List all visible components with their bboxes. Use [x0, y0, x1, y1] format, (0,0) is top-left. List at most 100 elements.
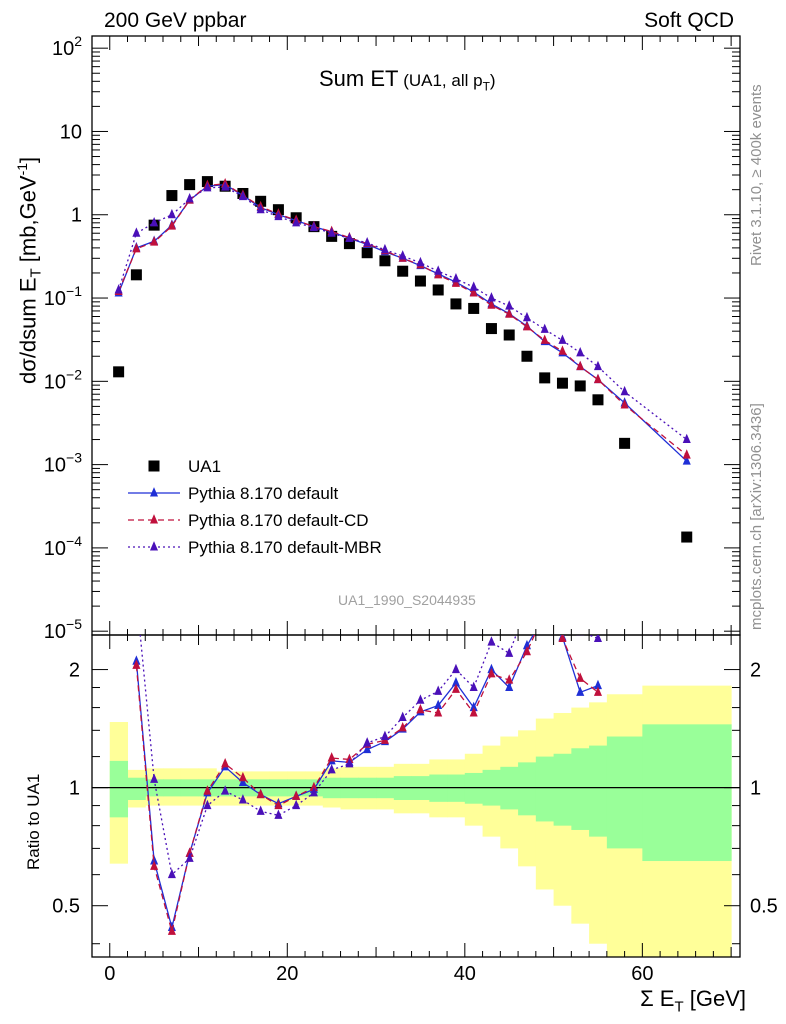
- ratio-y-tick-label-right: 1: [750, 778, 761, 800]
- y-tick-base: 10: [52, 38, 74, 60]
- ratio-point: [345, 757, 354, 768]
- legend-label: Pythia 8.170 default: [188, 484, 339, 503]
- x-tick-label: 60: [631, 963, 653, 985]
- ratio-point: [576, 672, 585, 682]
- y-tick-base: 10: [44, 455, 66, 477]
- data-point-mc: [309, 221, 318, 232]
- data-point-mc: [593, 360, 603, 371]
- ratio-point: [150, 773, 159, 783]
- data-point-ua1: [592, 394, 604, 406]
- y-tick-base: 10: [44, 621, 66, 643]
- x-axis-label: Σ ET [GeV]: [640, 986, 746, 1015]
- data-point-ua1: [619, 437, 631, 449]
- series-1: [114, 178, 691, 465]
- data-point-mc: [150, 236, 159, 246]
- ratio-y-tick-label-right: 2: [750, 660, 761, 682]
- ratio-point: [576, 635, 585, 636]
- legend-marker: [149, 514, 159, 524]
- data-point-mc: [558, 334, 567, 344]
- y-tick-base: 10: [44, 288, 66, 310]
- ratio-point: [434, 707, 443, 717]
- x-tick-label: 0: [104, 963, 115, 985]
- data-point-ua1: [503, 329, 515, 341]
- ratio-point: [593, 679, 603, 690]
- x-tick-label: 20: [276, 963, 298, 985]
- uncertainty-bands: [109, 685, 732, 957]
- ratio-point: [398, 722, 407, 732]
- ratio-point: [203, 799, 212, 810]
- ratio-y-tick-label-left: 2: [69, 660, 80, 682]
- ratio-point: [469, 681, 478, 692]
- series-3: [114, 181, 691, 444]
- inner-band: [606, 736, 643, 849]
- data-point-mc: [185, 193, 194, 203]
- data-point-mc: [576, 360, 585, 371]
- ratio-point: [469, 707, 478, 717]
- ratio-point: [380, 730, 389, 741]
- ratio-point: [522, 645, 531, 656]
- data-point-ua1: [556, 377, 568, 389]
- inner-band: [464, 772, 484, 804]
- ratio-point: [221, 785, 230, 795]
- data-point-ua1: [397, 265, 409, 277]
- plot-title-main: Sum ET: [319, 66, 399, 91]
- data-point-mc: [469, 287, 478, 297]
- ratio-point: [274, 799, 283, 810]
- y-tick-exponent: 2: [74, 33, 82, 49]
- inner-band: [535, 756, 555, 822]
- header-category-label: Soft QCD: [644, 9, 734, 32]
- ratio-point: [221, 757, 230, 768]
- ratio-point: [487, 636, 496, 646]
- data-point-ua1: [450, 298, 462, 310]
- data-point-mc: [505, 300, 514, 310]
- x-label-text: Σ E: [640, 986, 675, 1011]
- ratio-y-tick-label-left: 1: [69, 778, 80, 800]
- ratio-point: [132, 589, 140, 598]
- data-point-mc: [540, 334, 549, 344]
- data-point-ua1: [130, 269, 142, 281]
- data-point-mc: [451, 272, 460, 283]
- data-point-mc: [505, 308, 514, 318]
- data-point-mc: [345, 232, 354, 242]
- data-point-mc: [522, 311, 531, 322]
- data-point-ua1: [184, 179, 196, 191]
- plot-title-suffix-sub: T: [482, 79, 490, 94]
- y-tick-exponent: −5: [66, 616, 82, 632]
- y-tick-base: 10: [44, 538, 66, 560]
- data-point-ua1: [574, 380, 586, 392]
- data-point-mc: [203, 182, 212, 192]
- data-point-ua1: [485, 323, 497, 335]
- data-point-mc: [593, 373, 603, 384]
- ratio-point: [541, 554, 549, 563]
- ratio-point: [469, 701, 478, 712]
- ratio-point: [451, 676, 460, 687]
- y-tick-exponent: −4: [66, 533, 82, 549]
- header-energy-label: 200 GeV ppbar: [104, 9, 247, 32]
- ratio-point: [274, 809, 283, 819]
- data-point-ua1: [113, 366, 125, 378]
- y-tick-label: 10−3: [44, 450, 82, 477]
- plot-title: Sum ET (UA1, all pT): [319, 66, 496, 93]
- data-point-mc: [469, 281, 478, 291]
- ratio-point: [256, 805, 265, 815]
- data-point-ua1: [414, 275, 426, 287]
- legend-label: Pythia 8.170 default-MBR: [188, 538, 382, 557]
- ratio-point: [238, 794, 247, 804]
- ratio-point: [185, 852, 194, 862]
- ratio-y-tick-label-left: 0.5: [52, 896, 80, 918]
- ratio-point: [505, 674, 514, 684]
- ratio-point: [327, 752, 336, 762]
- ratio-point: [576, 686, 585, 696]
- legend: UA1 Pythia 8.170 default Pythia 8.170 defa…: [128, 457, 382, 557]
- ratio-point: [487, 668, 496, 678]
- data-point-ua1: [681, 531, 693, 543]
- data-point-ua1: [343, 238, 355, 250]
- ratio-point: [203, 785, 212, 795]
- ratio-point: [309, 781, 318, 792]
- data-point-mc: [256, 203, 265, 214]
- data-point-mc: [398, 250, 407, 260]
- data-point-mc: [522, 321, 531, 331]
- inner-band: [127, 777, 146, 801]
- data-point-mc: [150, 216, 159, 227]
